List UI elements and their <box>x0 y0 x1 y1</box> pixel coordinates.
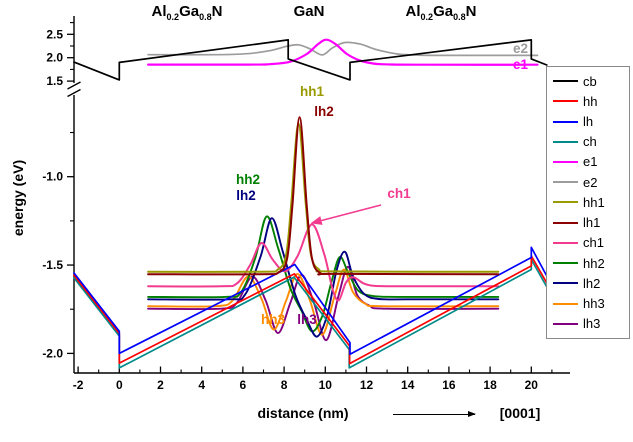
legend-line-sample-hh1 <box>553 201 578 204</box>
region-label-subscript: 0.2 <box>166 12 180 22</box>
axis-break-slash <box>67 88 81 98</box>
region-labels: Al0.2Ga0.8N GaN Al0.2Ga0.8N <box>0 0 633 30</box>
x-tick-label: 20 <box>525 378 539 392</box>
y-tick-label: 2.0 <box>46 51 63 65</box>
series-lh2 <box>147 217 500 338</box>
legend-label-ch1: ch1 <box>583 235 604 251</box>
legend-label-hh3: hh3 <box>583 296 605 312</box>
label-ch1: ch1 <box>387 186 411 201</box>
x-tick-label: 8 <box>281 378 288 392</box>
legend-line-sample-hh2 <box>553 262 578 265</box>
legend-item-hh3: hh3 <box>547 294 629 313</box>
legend-item-hh1: hh1 <box>547 193 629 212</box>
label-e1: e1 <box>513 57 529 72</box>
x-tick-label: 2 <box>157 378 164 392</box>
legend-item-lh1: lh1 <box>547 213 629 232</box>
x-tick-label: 18 <box>483 378 497 392</box>
region-label-subscript: 0.2 <box>420 12 434 22</box>
series-cb <box>73 39 548 81</box>
legend-item-lh2: lh2 <box>547 274 629 293</box>
region-label-subscript: 0.8 <box>453 12 466 22</box>
label-lh2-center: lh2 <box>314 104 334 119</box>
region-label-algan-left: Al0.2Ga0.8N <box>152 3 223 22</box>
legend-box: cb hh lh ch e1 e2 hh1 lh1 ch1 hh2 lh2 hh3 lh3 <box>546 66 630 339</box>
legend-item-e2: e2 <box>547 173 629 192</box>
x-tick-label: 12 <box>360 378 374 392</box>
legend-item-ch1: ch1 <box>547 233 629 252</box>
ch1-arrow <box>310 204 382 225</box>
legend-item-cb: cb <box>547 72 629 91</box>
series-e1 <box>147 38 539 66</box>
legend-label-lh1: lh1 <box>583 215 601 231</box>
x-axis-title: distance (nm) <box>257 405 349 421</box>
legend-item-lh: lh <box>547 112 629 131</box>
crystal-direction-label: [0001] <box>499 405 541 421</box>
y-tick-label: 2.5 <box>46 27 63 41</box>
legend-label-lh2: lh2 <box>583 275 601 291</box>
region-label-text: Al <box>151 3 167 20</box>
legend-line-sample-cb <box>553 80 578 83</box>
legend-item-lh3: lh3 <box>547 314 629 333</box>
label-lh3: lh3 <box>297 312 317 327</box>
legend-line-sample-lh <box>553 120 578 123</box>
legend-label-e2: e2 <box>583 174 598 190</box>
axis-break-slash <box>67 81 81 90</box>
label-hh1: hh1 <box>300 84 324 99</box>
legend-item-hh: hh <box>547 92 629 111</box>
y-tick-label: -1.5 <box>42 258 63 272</box>
x-tick-label: -2 <box>73 378 84 392</box>
region-label-text: N <box>465 3 477 20</box>
y-tick-label: -1.0 <box>42 170 63 184</box>
legend-line-sample-e2 <box>553 181 578 184</box>
series-ch1 <box>147 223 500 302</box>
region-label-text: Al <box>405 3 421 20</box>
legend-label-hh2: hh2 <box>583 255 605 271</box>
label-hh3: hh3 <box>261 312 285 327</box>
region-label-text: N <box>211 3 223 20</box>
legend-line-sample-hh <box>553 100 578 103</box>
label-hh2: hh2 <box>236 172 260 187</box>
y-axis-title: energy (eV) <box>10 159 26 237</box>
legend-label-hh: hh <box>583 93 598 109</box>
x-tick-label: 16 <box>442 378 456 392</box>
legend-label-lh3: lh3 <box>583 316 601 332</box>
x-tick-label: 4 <box>198 378 205 392</box>
legend-line-sample-e1 <box>553 160 578 163</box>
region-label-text: Ga <box>433 3 454 20</box>
series-lh <box>73 246 549 356</box>
region-label-algan-right: Al0.2Ga0.8N <box>406 3 477 22</box>
region-label-subscript: 0.8 <box>199 12 212 22</box>
legend-label-lh: lh <box>583 114 594 130</box>
growth-direction-arrow-icon <box>393 410 476 417</box>
x-tick-label: 10 <box>319 378 333 392</box>
label-lh2-left: lh2 <box>236 188 256 203</box>
axis-break-gap <box>66 83 82 95</box>
legend-line-sample-lh2 <box>553 282 578 285</box>
legend-line-sample-lh1 <box>553 221 578 224</box>
region-label-gan: GaN <box>294 3 325 20</box>
x-tick-label: 0 <box>116 378 123 392</box>
y-tick-label: 1.5 <box>46 74 63 88</box>
legend-line-sample-lh3 <box>553 322 578 325</box>
x-tick-label: 6 <box>240 378 247 392</box>
legend-item-e1: e1 <box>547 152 629 171</box>
legend-label-ch: ch <box>583 134 597 150</box>
legend-line-sample-ch <box>553 140 578 143</box>
legend-label-cb: cb <box>583 73 597 89</box>
legend-item-hh2: hh2 <box>547 254 629 273</box>
legend-item-ch: ch <box>547 132 629 151</box>
series-e2 <box>147 41 539 57</box>
label-e2: e2 <box>513 41 528 56</box>
region-label-text: GaN <box>293 3 325 20</box>
x-tick-label: 14 <box>401 378 415 392</box>
region-label-text: Ga <box>179 3 200 20</box>
y-tick-label: -2.0 <box>42 346 63 360</box>
legend-label-hh1: hh1 <box>583 194 605 210</box>
legend-line-sample-ch1 <box>553 241 578 244</box>
legend-label-e1: e1 <box>583 154 598 170</box>
series-lh1 <box>147 116 500 276</box>
legend-line-sample-hh3 <box>553 302 578 305</box>
